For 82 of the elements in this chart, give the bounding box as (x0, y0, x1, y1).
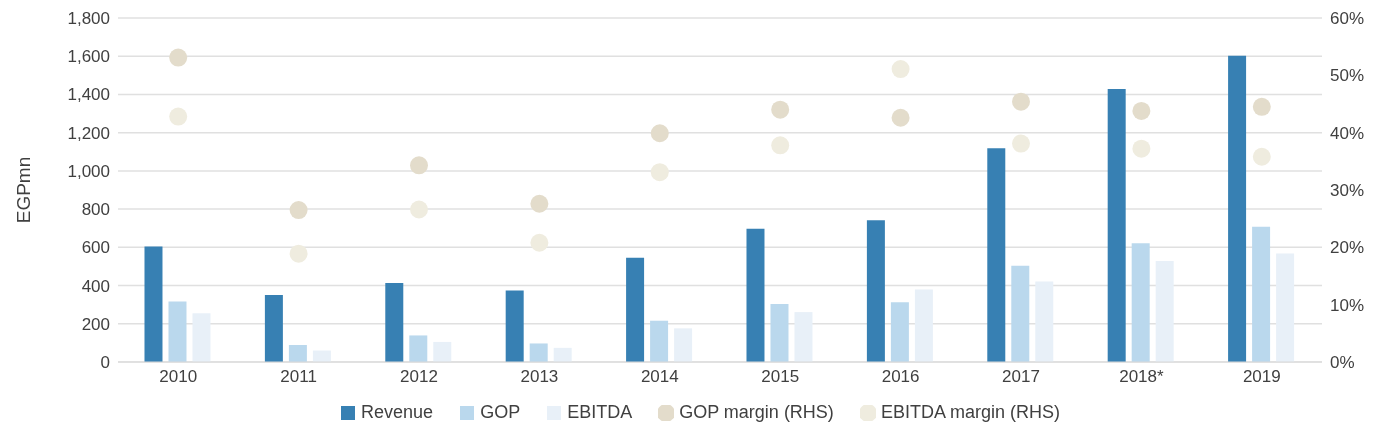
y2-tick-label: 0% (1330, 353, 1355, 373)
x-tick-label: 2011 (280, 367, 317, 387)
point (169, 48, 188, 67)
point (891, 60, 910, 79)
bar (288, 344, 307, 362)
legend-label: GOP margin (RHS) (678, 402, 834, 423)
point (530, 194, 549, 213)
y-tick-label: 200 (81, 314, 110, 334)
point (1012, 134, 1030, 153)
x-tick-label: 2013 (520, 367, 559, 387)
y2-tick-label: 40% (1330, 123, 1365, 143)
y2-tick-label: 10% (1330, 295, 1365, 315)
bar (1011, 265, 1030, 362)
x-tick-label: 2017 (1002, 367, 1040, 387)
y-tick-label: 800 (81, 200, 110, 220)
point (650, 124, 669, 143)
x-tick-label: 2015 (761, 367, 800, 387)
point (891, 108, 910, 127)
legend-label: EBITDA (566, 402, 633, 423)
point (1132, 139, 1151, 158)
bar (626, 257, 645, 362)
x-tick-label: 2014 (640, 367, 679, 387)
y-axis-title: EGPmn (12, 156, 34, 224)
point (1252, 97, 1271, 116)
legend-label: EBITDA margin (RHS) (879, 402, 1060, 423)
y2-tick-label: 20% (1330, 238, 1365, 258)
bar (553, 347, 572, 362)
x-tick-label: 2018* (1119, 367, 1164, 387)
point (771, 100, 790, 119)
bar (866, 220, 885, 362)
x-tick-label: 2012 (400, 367, 438, 387)
bar (168, 301, 187, 362)
bar (409, 335, 428, 362)
bar (987, 148, 1006, 362)
bar (1276, 253, 1295, 362)
bar (770, 304, 789, 362)
y-tick-label: 400 (81, 276, 110, 296)
bar (1228, 55, 1247, 362)
bar (914, 289, 933, 362)
bar (385, 283, 404, 362)
y-tick-label: 0 (100, 353, 110, 373)
y-tick-label: 1,800 (67, 9, 110, 29)
y-tick-label: 1,000 (67, 161, 110, 181)
point (1132, 101, 1151, 120)
bar (1155, 260, 1174, 362)
point (410, 156, 428, 175)
point (169, 107, 188, 126)
y-tick-label: 1,600 (67, 47, 110, 67)
bar (650, 320, 669, 362)
bar (264, 295, 283, 362)
bar (1131, 243, 1150, 362)
bar (433, 341, 452, 362)
point (1252, 147, 1271, 166)
point (650, 163, 669, 182)
bar (1035, 281, 1054, 362)
point (289, 244, 308, 263)
bar (890, 302, 909, 362)
bar (674, 328, 693, 362)
x-tick-label: 2010 (159, 367, 198, 387)
bar (505, 290, 524, 362)
y2-tick-label: 60% (1330, 9, 1365, 29)
bar (144, 246, 163, 362)
bar (746, 228, 765, 362)
point (1012, 92, 1030, 111)
y2-tick-label: 30% (1330, 181, 1365, 201)
legend-label: Revenue (360, 402, 434, 423)
bar (1107, 88, 1126, 362)
bar (529, 343, 548, 362)
point (530, 233, 549, 252)
y2-tick-label: 50% (1330, 66, 1365, 86)
bar (794, 312, 813, 362)
bar (192, 313, 211, 362)
point (771, 136, 790, 155)
legend-label: GOP (479, 402, 521, 423)
y-tick-label: 1,400 (67, 85, 110, 105)
y-tick-label: 600 (81, 238, 110, 258)
point (410, 200, 428, 219)
point (289, 201, 308, 220)
y-tick-label: 1,200 (67, 123, 110, 143)
bar (1252, 226, 1271, 362)
x-tick-label: 2016 (881, 367, 920, 387)
x-tick-label: 2019 (1242, 367, 1281, 387)
